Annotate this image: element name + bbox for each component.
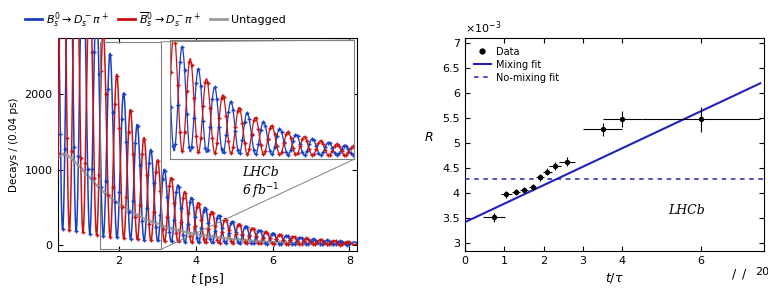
Legend: Data, Mixing fit, No-mixing fit: Data, Mixing fit, No-mixing fit — [469, 43, 563, 86]
Y-axis label: Decays / (0.04 ps): Decays / (0.04 ps) — [9, 97, 19, 192]
Text: /: / — [743, 268, 746, 281]
Text: LHCb: LHCb — [668, 204, 705, 217]
Text: $\times10^{-3}$: $\times10^{-3}$ — [465, 19, 502, 36]
X-axis label: $t/\tau$: $t/\tau$ — [605, 271, 624, 285]
Legend: $B_s^0 \to D_s^- \pi^+$, $\overline{B}_s^0 \to D_s^- \pi^+$, Untagged: $B_s^0 \to D_s^- \pi^+$, $\overline{B}_s… — [21, 5, 290, 34]
X-axis label: $t$ [ps]: $t$ [ps] — [190, 271, 224, 288]
Bar — [100, 42, 161, 249]
Text: LHCb
6 fb$^{-1}$: LHCb 6 fb$^{-1}$ — [242, 166, 279, 201]
Text: /: / — [733, 268, 737, 281]
Y-axis label: $R$: $R$ — [423, 131, 433, 144]
Text: 20: 20 — [755, 268, 768, 278]
